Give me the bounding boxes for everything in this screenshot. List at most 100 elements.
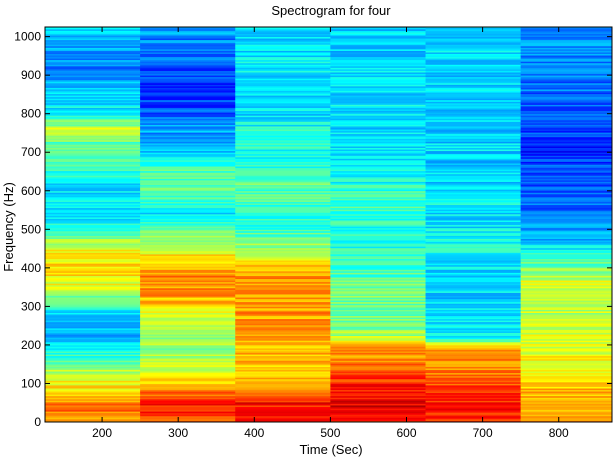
spectrogram-cell [45,36,141,39]
spectrogram-cell [425,289,522,292]
spectrogram-cell [235,381,331,384]
spectrogram-cell [330,218,426,221]
spectrogram-cell [235,252,331,255]
spectrogram-cell [140,400,236,403]
spectrogram-cell [520,215,613,218]
spectrogram-cell [235,150,331,153]
spectrogram-cell [425,170,522,173]
spectrogram-cell [330,311,426,313]
spectrogram-cell [330,281,426,284]
spectrogram-cell [520,58,613,61]
spectrogram-cell [330,67,426,70]
spectrogram-cell [330,346,426,349]
spectrogram-cell [45,82,141,85]
spectrogram-cell [45,72,141,75]
spectrogram-cell [330,385,426,387]
spectrogram-cell [425,122,522,125]
spectrogram-cell [520,92,613,95]
spectrogram-cell [330,244,426,247]
spectrogram-cell [520,326,613,329]
spectrogram-cell [520,203,613,206]
spectrogram-cell [235,175,331,178]
spectrogram-cell [45,200,141,202]
spectrogram-cell [140,398,236,401]
spectrogram-cell [45,247,141,250]
spectrogram-cell [425,363,522,366]
spectrogram-cell [425,173,522,176]
spectrogram-cell [520,206,613,209]
spectrogram-cell [425,386,522,389]
spectrogram-cell [45,133,141,136]
spectrogram-cell [45,93,141,96]
spectrogram-cell [235,39,331,42]
spectrogram-cell [45,178,141,181]
spectrogram-cell [330,196,426,199]
spectrogram-cell [45,65,141,68]
spectrogram-cell [520,383,613,386]
spectrogram-cell [520,257,613,259]
spectrogram-cell [45,414,141,417]
spectrogram-cell [330,42,426,45]
spectrogram-cell [425,215,522,218]
spectrogram-cell [45,304,141,307]
spectrogram-cell [330,398,426,401]
spectrogram-cell [140,150,236,153]
spectrogram-cell [330,92,426,95]
spectrogram-cell [45,187,141,190]
spectrogram-cell [140,375,236,378]
spectrogram-cell [520,193,613,196]
spectrogram-cell [330,246,426,249]
spectrogram-cell [45,337,141,340]
spectrogram-cell [520,181,613,184]
spectrogram-cell [140,224,236,227]
spectrogram-cell [425,169,522,172]
spectrogram-cell [140,292,236,295]
spectrogram-cell [140,275,236,278]
spectrogram-cell [425,389,522,392]
spectrogram-cell [45,196,141,199]
spectrogram-cell [330,261,426,264]
spectrogram-cell [235,280,331,283]
spectrogram-cell [235,27,331,30]
spectrogram-cell [235,315,331,318]
spectrogram-cell [45,334,141,337]
spectrogram-cell [45,95,141,98]
spectrogram-cell [140,233,236,236]
spectrogram-cell [235,364,331,367]
spectrogram-cell [520,110,613,113]
spectrogram-cell [140,378,236,381]
spectrogram-cell [235,415,331,418]
spectrogram-cell [45,39,141,42]
spectrogram-cell [45,115,141,118]
spectrogram-cell [425,318,522,321]
spectrogram-cell [235,343,331,346]
spectrogram-cell [330,164,426,167]
spectrogram-cell [45,397,141,400]
spectrogram-cell [45,346,141,349]
spectrogram-cell [520,106,613,108]
spectrogram-cell [520,69,613,71]
spectrogram-cell [140,406,236,409]
spectrogram-cell [45,266,141,269]
spectrogram-cell [45,30,141,33]
spectrogram-cell [330,104,426,107]
spectrogram-cell [330,213,426,216]
spectrogram-cell [140,62,236,65]
spectrogram-cell [140,195,236,198]
spectrogram-cell [45,311,141,313]
spectrogram-cell [140,329,236,332]
spectrogram-cell [520,62,613,65]
spectrogram-cell [235,354,331,357]
spectrogram-cell [235,403,331,406]
spectrogram-cell [330,201,426,204]
spectrogram-cell [45,400,141,403]
spectrogram-cell [45,144,141,147]
spectrogram-cell [235,153,331,156]
spectrogram-cell [45,98,141,101]
spectrogram-cell [45,355,141,358]
heatmap-area [45,27,613,423]
spectrogram-cell [425,351,522,354]
spectrogram-cell [140,159,236,162]
spectrogram-cell [235,196,331,199]
spectrogram-cell [330,341,426,344]
